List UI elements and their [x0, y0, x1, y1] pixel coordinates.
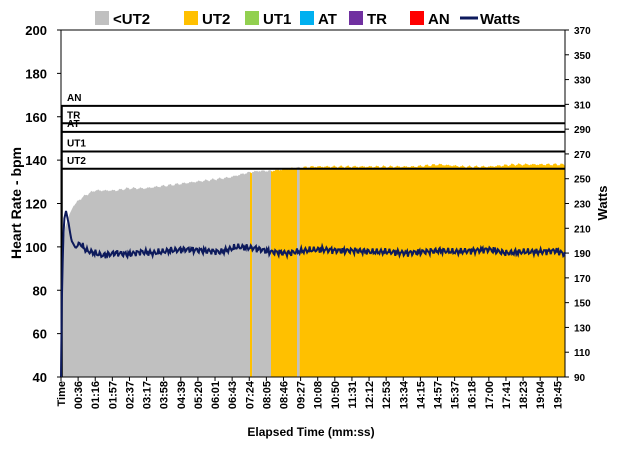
y2-tick-label: 370	[574, 26, 591, 37]
y-tick-label: 40	[33, 370, 47, 385]
y2-tick-label: 330	[574, 76, 591, 87]
x-tick-label: 19:04	[535, 380, 547, 409]
hr-area-ut2	[299, 163, 565, 377]
y2-tick-label: 310	[574, 100, 591, 111]
zone-label-ut2: UT2	[67, 156, 86, 167]
zone-label-tr: TR	[67, 110, 81, 121]
y2-tick-label: 190	[574, 249, 591, 260]
x-tick-label: 03:17	[142, 381, 154, 409]
heart-rate-areas	[61, 163, 565, 377]
x-tick-label: 01:16	[90, 381, 102, 409]
y2-tick-label: 150	[574, 299, 591, 310]
x-tick-label: 17:41	[501, 381, 513, 409]
y2-tick-label: 90	[574, 373, 586, 384]
legend-label: Watts	[480, 11, 520, 28]
x-tick-label: 15:37	[450, 381, 462, 409]
y2-tick-label: 270	[574, 150, 591, 161]
x-tick-label: 14:57	[433, 381, 445, 409]
y2-tick-label: 210	[574, 224, 591, 235]
legend-swatch	[410, 11, 424, 25]
legend: <UT2 UT2 UT1 AT TR AN Watts	[95, 11, 520, 28]
x-tick-label: 09:27	[296, 381, 308, 409]
y-tick-label: 180	[25, 66, 47, 81]
y2-tick-label: 250	[574, 175, 591, 186]
y-tick-label: 140	[25, 153, 47, 168]
x-tick-label: 03:58	[159, 381, 171, 409]
hr-area-ut2	[271, 167, 297, 377]
x-tick-label: 02:37	[125, 381, 137, 409]
legend-swatch	[95, 11, 109, 25]
x-tick-label: 05:20	[193, 381, 205, 409]
y-tick-label: 80	[33, 283, 47, 298]
y2-axis-ticks: 90 110 130 150 170 190 210 230 250 270 290 310 330 35…	[565, 26, 591, 384]
legend-label: AT	[318, 11, 337, 28]
x-axis-ticks: Time 00:36 01:16 01:57 02:37 03:17 03:58 04:39 0…	[56, 377, 564, 409]
x-axis-title: Elapsed Time (mm:ss)	[247, 425, 374, 439]
y-tick-label: 200	[25, 23, 47, 38]
y2-tick-label: 290	[574, 125, 591, 136]
x-tick-label: 06:43	[227, 381, 239, 409]
legend-swatch	[300, 11, 314, 25]
x-tick-label: 01:57	[107, 381, 119, 409]
x-tick-label: 12:12	[364, 381, 376, 409]
x-tick-label: 19:45	[552, 381, 564, 409]
y-axis-title: Heart Rate - bpm	[8, 147, 24, 259]
legend-swatch	[349, 11, 363, 25]
zone-label-at: AT	[67, 119, 80, 130]
y2-tick-label: 110	[574, 348, 591, 359]
y2-tick-label: 130	[574, 323, 591, 334]
hr-area-below-ut2	[61, 171, 250, 377]
watts-layer	[60, 210, 566, 378]
watts-line	[60, 210, 566, 378]
y-tick-label: 100	[25, 240, 47, 255]
y-tick-label: 120	[25, 197, 47, 212]
x-tick-label: 14:15	[415, 381, 427, 409]
hr-area-below-ut2	[297, 166, 300, 377]
x-tick-label: 16:18	[467, 381, 479, 409]
y2-axis-title: Watts	[595, 186, 610, 221]
zone-label-ut1: UT1	[67, 138, 86, 149]
y2-tick-label: 230	[574, 200, 591, 211]
legend-label: <UT2	[113, 11, 150, 28]
x-tick-label: 00:36	[73, 381, 85, 409]
y2-tick-label: 350	[574, 51, 591, 62]
x-tick-label: 17:00	[484, 381, 496, 409]
x-tick-label: 07:24	[244, 380, 256, 409]
legend-swatch	[184, 11, 198, 25]
hr-area-below-ut2	[252, 170, 271, 377]
x-tick-label: 04:39	[176, 381, 188, 409]
legend-swatch	[245, 11, 259, 25]
y2-tick-label: 170	[574, 274, 591, 285]
x-tick-label: 11:31	[347, 381, 359, 409]
y-tick-label: 60	[33, 327, 47, 342]
legend-label: UT1	[263, 11, 291, 28]
legend-label: AN	[428, 11, 450, 28]
legend-label: UT2	[202, 11, 230, 28]
y-tick-label: 160	[25, 110, 47, 125]
zone-label-an: AN	[67, 93, 81, 104]
x-tick-label: Time	[56, 381, 68, 406]
x-tick-label: 06:01	[210, 381, 222, 409]
x-tick-label: 10:50	[330, 381, 342, 409]
x-tick-label: 18:23	[518, 381, 530, 409]
x-tick-label: 08:46	[279, 381, 291, 409]
x-tick-label: 13:34	[398, 380, 410, 409]
y-axis-ticks: 40 60 80 100 120 140 160 180 200	[25, 23, 61, 385]
legend-label: TR	[367, 11, 387, 28]
x-tick-label: 12:53	[381, 381, 393, 409]
x-tick-label: 08:05	[261, 381, 273, 409]
hr-area-ut2	[250, 171, 253, 377]
x-tick-label: 10:08	[313, 381, 325, 409]
